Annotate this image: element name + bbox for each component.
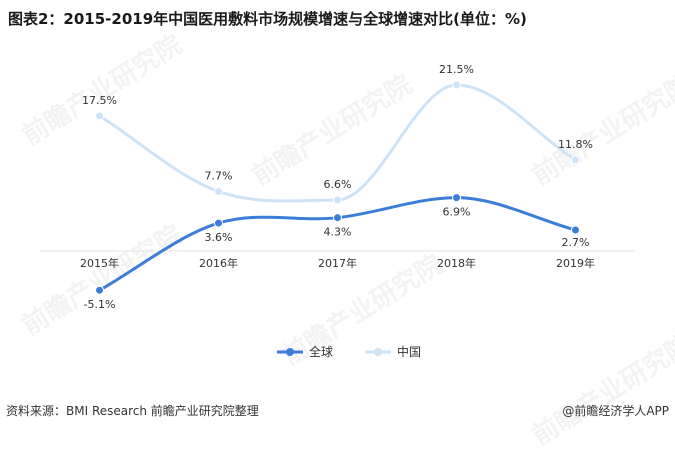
- legend-label: 中国: [397, 344, 421, 359]
- data-point: [452, 80, 461, 90]
- series-line-global: [98, 196, 576, 292]
- data-label: 7.7%: [205, 169, 233, 182]
- brand-credit: @前瞻经济学人APP: [562, 404, 669, 418]
- chart-title: 图表2：2015-2019年中国医用敷料市场规模增速与全球增速对比(单位：%): [8, 10, 527, 28]
- data-label: 6.6%: [324, 178, 352, 191]
- data-point: [571, 225, 580, 235]
- data-label: 2.7%: [562, 236, 590, 249]
- x-tick-label: 2017年: [318, 256, 357, 270]
- x-tick-label: 2019年: [556, 256, 595, 270]
- data-point: [95, 285, 104, 295]
- data-point: [214, 218, 223, 228]
- legend-label: 全球: [309, 344, 333, 359]
- data-point: [571, 155, 580, 165]
- legend-swatch-dot: [286, 348, 294, 356]
- line-chart: 2015年 2016年 2017年 2018年 2019年 17.5% 7.7% 6.6% 21…: [40, 63, 635, 359]
- legend-swatch-dot: [374, 348, 382, 356]
- data-label: 11.8%: [558, 138, 593, 151]
- data-point: [333, 195, 342, 205]
- x-tick-label: 2015年: [80, 256, 119, 270]
- data-label: 4.3%: [324, 226, 352, 239]
- data-point: [95, 111, 104, 121]
- x-tick-label: 2016年: [199, 256, 238, 270]
- source-note: 资料来源：BMI Research 前瞻产业研究院整理: [6, 404, 259, 418]
- series-line-china: [98, 83, 577, 203]
- data-label: 6.9%: [443, 206, 471, 219]
- data-label: -5.1%: [84, 298, 116, 311]
- data-label: 17.5%: [82, 94, 117, 107]
- data-point: [214, 186, 223, 196]
- data-label: 21.5%: [439, 63, 474, 76]
- footer: 资料来源：BMI Research 前瞻产业研究院整理 @前瞻经济学人APP: [6, 398, 669, 424]
- data-point: [452, 193, 461, 203]
- data-point: [333, 213, 342, 223]
- x-tick-label: 2018年: [437, 256, 476, 270]
- data-label: 3.6%: [205, 231, 233, 244]
